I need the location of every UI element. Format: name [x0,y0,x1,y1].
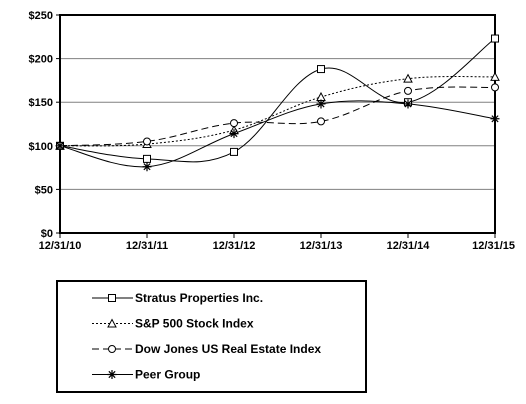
x-axis-ticks: 12/31/10 12/31/11 12/31/12 12/31/13 12/31/14… [39,233,515,252]
y-tick-label: $150 [29,97,53,109]
data-point-square [143,154,151,163]
legend-label: Dow Jones US Real Estate Index [135,342,321,356]
y-axis-ticks: $0 $50 $100 $150 $200 $250 [29,10,60,240]
plot-area-frame [59,14,496,234]
x-tick-label: 12/31/11 [126,240,168,252]
x-tick-label: 12/31/15 [472,240,515,252]
data-point-star [55,141,65,151]
legend-box [56,280,367,393]
y-tick-label: $50 [35,184,53,196]
legend: Stratus Properties Inc. S&P 500 Stock Ind… [92,291,321,382]
grid-lines [60,58,495,190]
y-tick-label: $100 [29,141,53,153]
data-point-star [403,99,413,109]
data-point-square [491,34,499,43]
legend-label: Stratus Properties Inc. [135,291,263,305]
data-point-circle [230,119,238,128]
data-point-circle [404,86,412,95]
series-markers [55,34,500,172]
data-point-circle [317,117,325,126]
data-point-triangle [490,71,500,81]
series-line-1 [59,38,496,163]
data-point-circle [143,137,151,146]
data-point-star [490,114,500,124]
y-tick-label: $250 [29,10,53,22]
y-tick-label: $0 [41,228,53,240]
legend-label: S&P 500 Stock Index [135,317,254,331]
data-point-star [316,99,326,109]
series-line-2 [59,76,496,147]
legend-marker-triangle [107,318,117,328]
series-line-4 [59,100,496,168]
legend-marker-square [108,294,116,302]
legend-marker-star [107,370,117,379]
y-tick-label: $200 [29,54,53,66]
series-line-3 [59,86,496,147]
data-point-circle [491,83,499,92]
data-point-star [142,162,152,172]
x-tick-label: 12/31/13 [300,240,343,252]
legend-label: Peer Group [135,368,200,382]
x-tick-label: 12/31/14 [387,240,431,252]
data-point-square [317,65,325,74]
data-point-star [229,129,239,139]
legend-marker-circle [108,345,116,353]
data-point-triangle [316,91,326,101]
x-tick-label: 12/31/12 [213,240,256,252]
x-tick-label: 12/31/10 [39,240,82,252]
data-point-triangle [403,73,413,83]
data-point-square [230,147,238,156]
